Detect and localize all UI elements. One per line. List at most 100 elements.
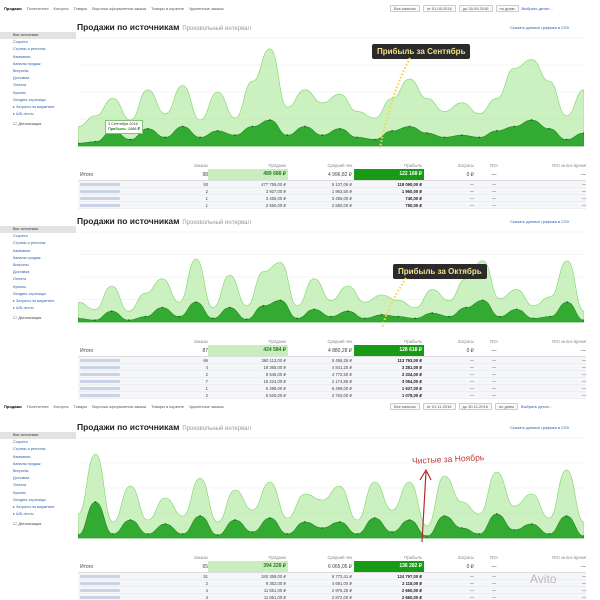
table-row[interactable]: 51 340 359,00 ₽ 6 773,41 ₽ 124 797,00 ₽ — — — bbox=[78, 573, 586, 580]
column-header[interactable]: Прибыль bbox=[404, 339, 422, 344]
sidebar-extra-item[interactable]: Затраты на маркетинг bbox=[0, 104, 76, 111]
date-to-input[interactable]: до 30.11.2016 bbox=[458, 402, 492, 410]
column-header[interactable]: Затраты bbox=[457, 555, 474, 560]
table-row[interactable]: 4 11 551,00 ₽ 2 975,25 ₽ 2 660,00 ₽ — — — bbox=[78, 587, 586, 594]
sidebar-item[interactable]: Каналы продаж bbox=[13, 461, 41, 466]
nav-tab[interactable]: Удаленные заказы bbox=[188, 403, 224, 409]
detail-toggle[interactable]: Детализация bbox=[0, 521, 76, 526]
sidebar-item[interactable]: Соцсети bbox=[13, 440, 28, 445]
column-header[interactable]: Затраты bbox=[457, 163, 474, 168]
column-header[interactable]: Заказы bbox=[194, 163, 208, 168]
table-row[interactable]: 7 15 224,00 ₽ 2 174,86 ₽ 3 054,00 ₽ — — — bbox=[78, 378, 586, 385]
sidebar-extra-item[interactable]: Затраты на маркетинг bbox=[0, 504, 76, 511]
column-header[interactable]: Средний чек bbox=[327, 163, 352, 168]
sidebar-item[interactable]: Каналы продаж bbox=[13, 61, 41, 66]
column-header[interactable]: ROI за все время bbox=[552, 163, 586, 168]
column-header[interactable]: Продажи bbox=[268, 339, 287, 344]
nav-tab[interactable]: Продажи bbox=[4, 403, 22, 409]
sidebar-item[interactable]: Страны и регионы bbox=[13, 447, 46, 452]
nav-tab[interactable]: Посетители bbox=[26, 5, 49, 11]
nav-tab[interactable]: Удаленные заказы bbox=[188, 5, 224, 11]
table-row[interactable]: 2 5 526,00 ₽ 2 763,00 ₽ 1 078,00 ₽ — — — bbox=[78, 392, 586, 399]
sidebar-item[interactable]: Соцсети bbox=[13, 234, 28, 239]
choose-detail-link[interactable]: Выбрать детал... bbox=[521, 5, 553, 11]
sidebar-item[interactable]: Купоны bbox=[13, 284, 27, 289]
sidebar-item[interactable]: Доставка bbox=[13, 270, 30, 275]
sidebar-item[interactable]: Страны и регионы bbox=[13, 47, 46, 52]
granularity-select[interactable]: по дням bbox=[495, 4, 519, 12]
table-row[interactable]: 2 9 362,00 ₽ 4 681,00 ₽ 2 118,00 ₽ — — — bbox=[78, 580, 586, 587]
sidebar-item[interactable]: Лендинг-страницы bbox=[13, 97, 46, 102]
sidebar-item[interactable]: Купоны bbox=[13, 90, 27, 95]
column-header[interactable]: Продажи bbox=[268, 163, 287, 168]
sidebar-extra-item[interactable]: A/B-тесты bbox=[0, 111, 76, 118]
column-header[interactable]: Прибыль bbox=[404, 555, 422, 560]
sidebar-extra-item[interactable]: A/B-тесты bbox=[0, 511, 76, 518]
table-row[interactable]: 1 3 455,00 ₽ 3 455,00 ₽ 740,00 ₽ — — — bbox=[78, 195, 586, 202]
sidebar-item[interactable]: Оплата bbox=[13, 83, 27, 88]
sidebar-extra-item[interactable]: Затраты на маркетинг bbox=[0, 298, 76, 305]
table-row[interactable]: 93 477 755,00 ₽ 5 137,06 ₽ 118 090,00 ₽ — — — bbox=[78, 181, 586, 188]
sidebar-extra-item[interactable]: A/B-тесты bbox=[0, 305, 76, 312]
table-row[interactable]: 1 2 550,00 ₽ 2 550,00 ₽ 750,00 ₽ — — — bbox=[78, 202, 586, 209]
detail-toggle[interactable]: Детализация bbox=[0, 121, 76, 126]
sidebar-item[interactable]: Витрины bbox=[13, 262, 29, 267]
sidebar-item[interactable]: Все источники bbox=[0, 432, 76, 440]
nav-tab[interactable]: Товары bbox=[73, 403, 88, 409]
csv-download-link[interactable]: Скачать данные графика в CSV bbox=[510, 25, 570, 30]
nav-tab[interactable]: Товары bbox=[73, 5, 88, 11]
sidebar-item[interactable]: Витрины bbox=[13, 468, 29, 473]
nav-tab[interactable]: Когорты bbox=[53, 403, 69, 409]
sidebar-item[interactable]: Оплата bbox=[13, 277, 27, 282]
sidebar-item[interactable]: Соцсети bbox=[13, 40, 28, 45]
column-header[interactable]: Затраты bbox=[457, 339, 474, 344]
column-header[interactable]: Продажи bbox=[268, 555, 287, 560]
nav-tab[interactable]: Воронка оформления заказа bbox=[92, 5, 147, 11]
csv-download-link[interactable]: Скачать данные графика в CSV bbox=[510, 425, 570, 430]
table-row[interactable]: 66 360 113,00 ₽ 5 456,26 ₽ 113 793,00 ₽ — — — bbox=[78, 357, 586, 364]
sidebar-item[interactable]: Доставка bbox=[13, 76, 30, 81]
csv-download-link[interactable]: Скачать данные графика в CSV bbox=[510, 219, 570, 224]
channel-select[interactable]: Все каналы bbox=[390, 402, 420, 410]
nav-tab[interactable]: Продажи bbox=[4, 5, 22, 11]
column-header[interactable]: Средний чек bbox=[327, 339, 352, 344]
column-header[interactable]: ROI за все время bbox=[552, 339, 586, 344]
sidebar-item[interactable]: Каналы продаж bbox=[13, 255, 41, 260]
column-header[interactable]: ROI bbox=[490, 555, 498, 560]
sidebar-item[interactable]: Страны и регионы bbox=[13, 241, 46, 246]
sidebar-item[interactable]: Все источники bbox=[0, 226, 76, 234]
sidebar-item[interactable]: Кампании bbox=[13, 54, 31, 59]
sidebar-item[interactable]: Купоны bbox=[13, 490, 27, 495]
nav-tab[interactable]: Товары в корзине bbox=[151, 403, 184, 409]
column-header[interactable]: Заказы bbox=[194, 339, 208, 344]
sidebar-item[interactable]: Витрины bbox=[13, 68, 29, 73]
table-row[interactable]: 1 6 498,00 ₽ 6 498,00 ₽ 1 937,00 ₽ — — — bbox=[78, 385, 586, 392]
column-header[interactable]: ROI за все время bbox=[552, 555, 586, 560]
sidebar-item[interactable]: Кампании bbox=[13, 454, 31, 459]
table-row[interactable]: 2 9 545,00 ₽ 4 772,50 ₽ 3 334,00 ₽ — — — bbox=[78, 371, 586, 378]
table-row[interactable]: 4 11 551,00 ₽ 2 872,00 ₽ 2 660,00 ₽ — — — bbox=[78, 594, 586, 600]
column-header[interactable]: Прибыль bbox=[404, 163, 422, 168]
date-from-input[interactable]: от 01.11.2016 bbox=[422, 402, 456, 410]
nav-tab[interactable]: Когорты bbox=[53, 5, 69, 11]
detail-toggle[interactable]: Детализация bbox=[0, 315, 76, 320]
date-to-input[interactable]: до 30.09.2016 bbox=[458, 4, 493, 12]
column-header[interactable]: ROI bbox=[490, 163, 498, 168]
sidebar-item[interactable]: Лендинг-страницы bbox=[13, 291, 46, 296]
sidebar-item[interactable]: Доставка bbox=[13, 476, 30, 481]
table-row[interactable]: 4 19 365,00 ₽ 4 841,25 ₽ 3 281,00 ₽ — — — bbox=[78, 364, 586, 371]
choose-detail-link[interactable]: Выбрать детал... bbox=[520, 403, 553, 409]
nav-tab[interactable]: Посетители bbox=[26, 403, 49, 409]
nav-tab[interactable]: Товары в корзине bbox=[151, 5, 184, 11]
column-header[interactable]: Средний чек bbox=[327, 555, 352, 560]
sidebar-item[interactable]: Кампании bbox=[13, 248, 31, 253]
nav-tab[interactable]: Воронка оформления заказа bbox=[92, 403, 147, 409]
sidebar-item[interactable]: Все источники bbox=[0, 32, 76, 40]
column-header[interactable]: ROI bbox=[490, 339, 498, 344]
sidebar-item[interactable]: Оплата bbox=[13, 483, 27, 488]
granularity-select[interactable]: по дням bbox=[494, 402, 518, 410]
date-from-input[interactable]: от 01.09.2016 bbox=[422, 4, 456, 12]
column-header[interactable]: Заказы bbox=[194, 555, 208, 560]
channel-select[interactable]: Все каналы bbox=[390, 4, 420, 12]
table-row[interactable]: 2 3 927,00 ₽ 1 963,50 ₽ 1 960,00 ₽ — — — bbox=[78, 188, 586, 195]
